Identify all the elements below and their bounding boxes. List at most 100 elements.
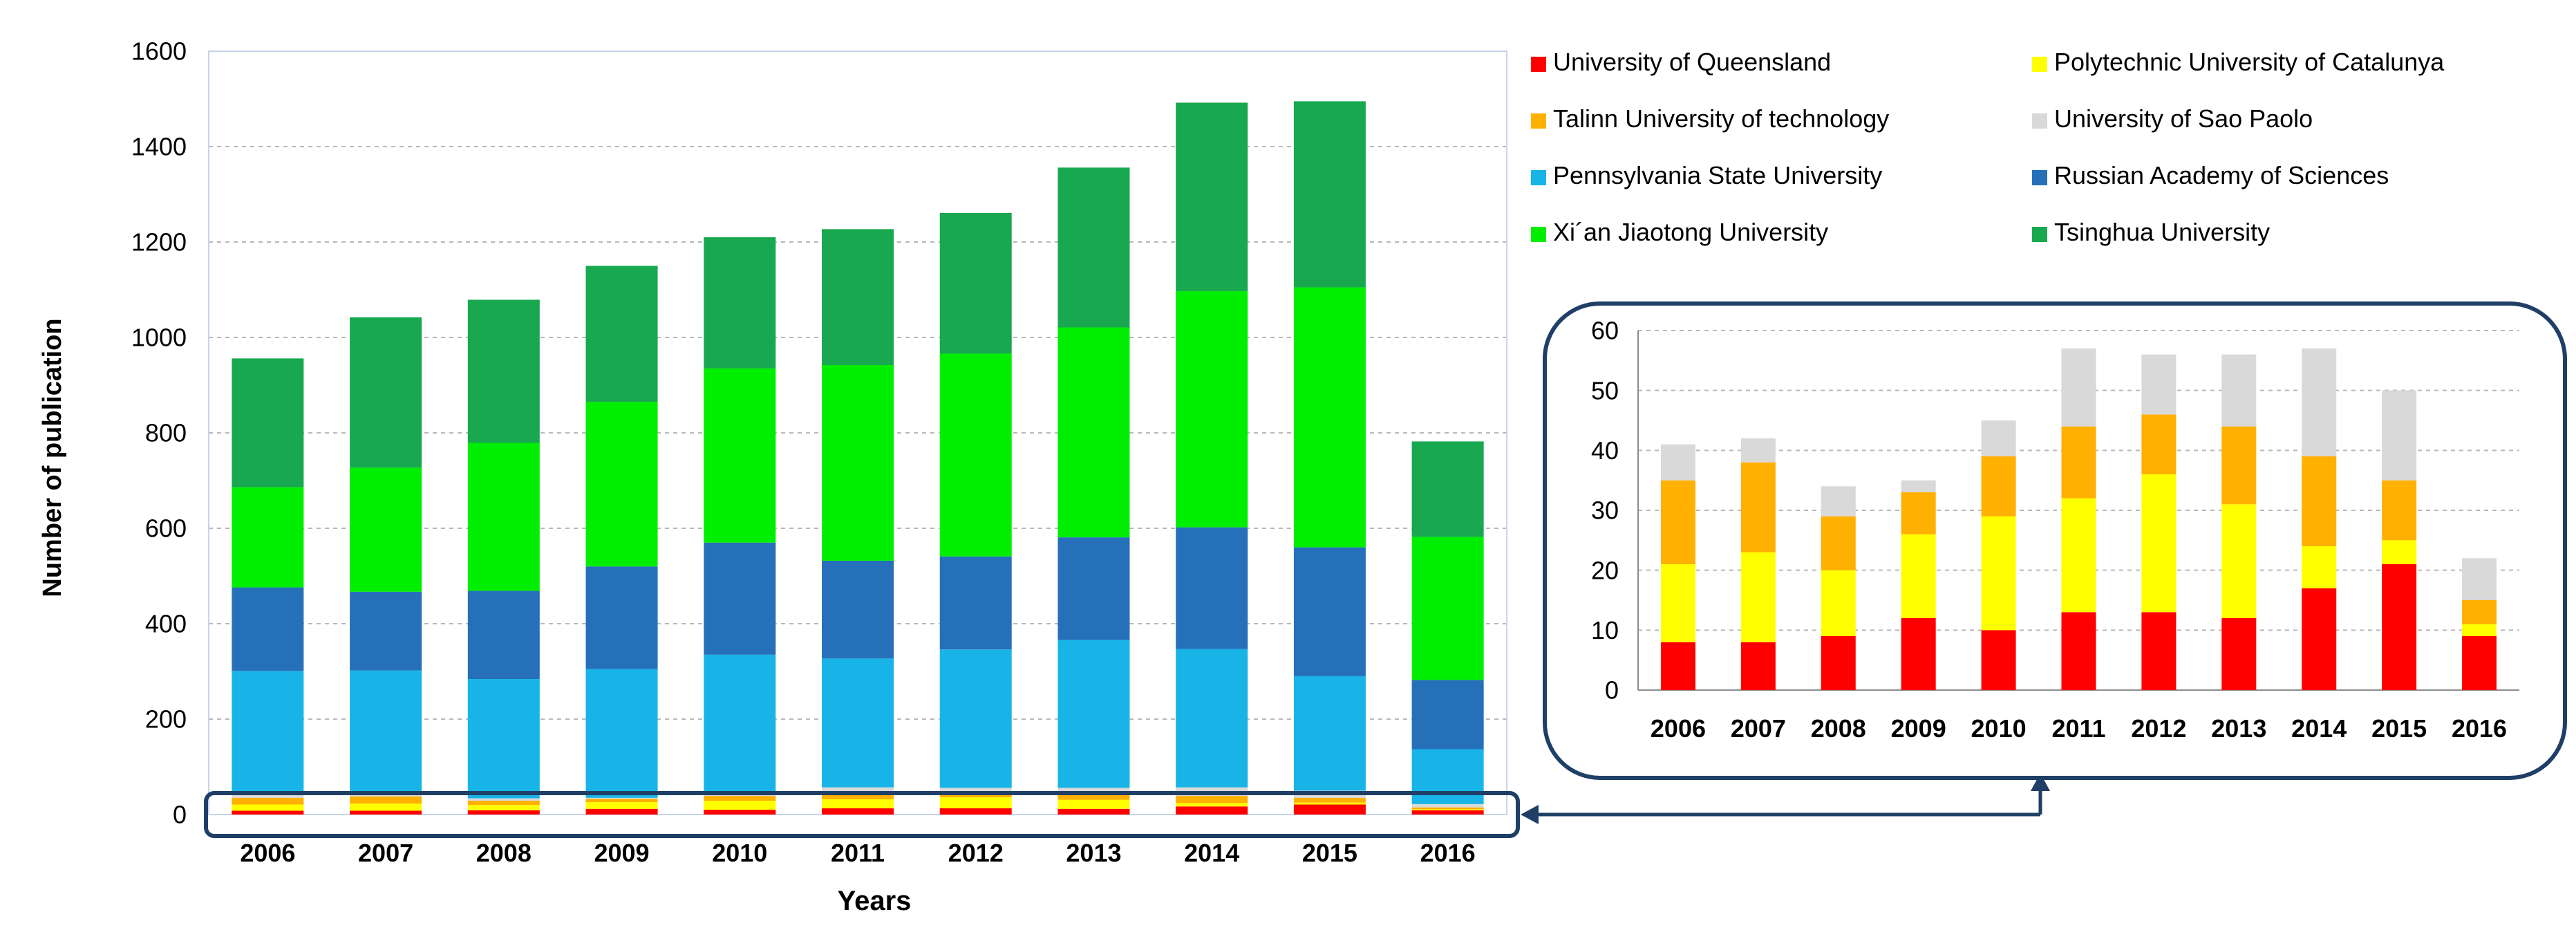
y-tick-label: 60 xyxy=(1591,317,1619,345)
y-tick-label: 1400 xyxy=(131,133,187,161)
x-tick-label: 2013 xyxy=(2211,714,2266,743)
x-tick-label: 2008 xyxy=(1811,714,1866,743)
bar-segment xyxy=(1176,102,1248,292)
legend-label: University of Queensland xyxy=(1553,48,1831,76)
bar-segment xyxy=(1660,564,1695,642)
x-tick-label: 2013 xyxy=(1066,839,1121,867)
bar-segment xyxy=(1293,676,1366,791)
bar-segment xyxy=(467,810,540,815)
bar-segment xyxy=(1293,797,1366,803)
bar-segment xyxy=(585,566,658,669)
bar-segment xyxy=(232,797,304,805)
main-y-tick-labels: 0 200 400 600 800 1000 1200 1400 1600 xyxy=(131,37,187,829)
bar-segment xyxy=(2141,474,2177,613)
bar-segment xyxy=(585,669,658,798)
bar-segment xyxy=(232,804,304,811)
bar-segment xyxy=(1293,547,1366,676)
y-tick-label: 30 xyxy=(1591,496,1619,525)
bar-segment xyxy=(467,443,540,591)
bar-segment xyxy=(2302,546,2337,588)
y-tick-label: 40 xyxy=(1591,436,1619,465)
x-tick-label: 2016 xyxy=(2452,714,2507,743)
bar-segment xyxy=(1821,516,1856,570)
legend-swatch xyxy=(2032,113,2047,129)
bar-segment xyxy=(822,229,894,366)
x-tick-label: 2011 xyxy=(831,839,885,867)
bar-segment xyxy=(1293,802,1366,805)
bar-segment xyxy=(585,808,658,815)
bar-segment xyxy=(1293,804,1366,815)
bar-segment xyxy=(1660,444,1695,481)
bar-segment xyxy=(2382,480,2417,541)
y-tick-label: 0 xyxy=(1605,676,1619,705)
y-tick-label: 800 xyxy=(145,419,187,447)
bar-segment xyxy=(1057,788,1130,794)
bar-segment xyxy=(2221,618,2257,690)
zoom-highlight-box xyxy=(204,791,1520,838)
bar-segment xyxy=(704,810,776,815)
bar-segment xyxy=(2382,540,2417,564)
legend-label: Polytechnic University of Catalunya xyxy=(2054,48,2445,76)
bar-segment xyxy=(2382,564,2417,690)
bar-segment xyxy=(2061,348,2096,427)
legend-label: University of Sao Paolo xyxy=(2054,104,2313,133)
bar-segment xyxy=(1057,640,1130,788)
bar-segment xyxy=(350,794,422,797)
x-tick-label: 2010 xyxy=(712,839,767,867)
bar-segment xyxy=(1057,808,1130,815)
legend-swatch xyxy=(1531,113,1546,129)
legend-swatch xyxy=(2032,57,2047,72)
bar-segment xyxy=(1293,101,1366,288)
bar-segment xyxy=(2061,426,2096,499)
bar-segment xyxy=(1176,649,1248,788)
bar-segment xyxy=(1660,642,1695,690)
bar-segment xyxy=(350,467,422,592)
bar-segment xyxy=(467,591,540,680)
bar-segment xyxy=(1901,534,1936,618)
bar-segment xyxy=(2462,636,2497,690)
bar-segment xyxy=(1901,492,1936,534)
bar-segment xyxy=(822,793,894,799)
x-tick-label: 2012 xyxy=(2131,714,2186,743)
legend-swatch xyxy=(2032,170,2047,185)
x-tick-label: 2011 xyxy=(2051,714,2105,743)
legend-swatch xyxy=(1531,227,1546,242)
bar-segment xyxy=(1981,630,2016,690)
bar-segment xyxy=(467,798,540,801)
bar-segment xyxy=(467,800,540,806)
bar-segment xyxy=(585,402,658,567)
bar-segment xyxy=(2462,624,2497,636)
legend-label: Russian Academy of Sciences xyxy=(2054,161,2389,189)
bar-segment xyxy=(1176,527,1248,649)
bar-segment xyxy=(1740,642,1776,690)
bar-segment xyxy=(822,658,894,788)
bar-segment xyxy=(822,808,894,815)
inset-bars xyxy=(1660,348,2497,690)
x-tick-label: 2007 xyxy=(358,839,413,867)
bar-segment xyxy=(350,317,422,468)
bar-segment xyxy=(232,810,304,815)
y-tick-label: 400 xyxy=(145,610,187,638)
y-tick-label: 20 xyxy=(1591,556,1619,584)
bar-segment xyxy=(704,796,776,801)
bar-segment xyxy=(232,671,304,795)
y-tick-label: 600 xyxy=(145,514,187,543)
bar-segment xyxy=(1901,480,1936,492)
bar-segment xyxy=(704,542,776,655)
y-tick-label: 200 xyxy=(145,705,187,734)
bar-segment xyxy=(1057,327,1130,538)
bar-segment xyxy=(1176,291,1248,528)
y-tick-label: 1200 xyxy=(131,228,187,257)
bar-segment xyxy=(1901,618,1936,690)
y-axis-label: Number of publication xyxy=(38,318,67,597)
bar-segment xyxy=(2302,588,2337,690)
x-tick-label: 2014 xyxy=(1184,839,1239,867)
bar-segment xyxy=(1057,793,1130,800)
bar-segment xyxy=(1293,287,1366,548)
x-tick-label: 2008 xyxy=(476,839,532,867)
main-x-tick-labels: 2006 2007 2008 2009 2010 2011 2012 2013 2014 2015… xyxy=(240,839,1475,867)
bar-segment xyxy=(350,591,422,671)
bar-segment xyxy=(939,556,1012,650)
bar-segment xyxy=(1411,680,1484,750)
